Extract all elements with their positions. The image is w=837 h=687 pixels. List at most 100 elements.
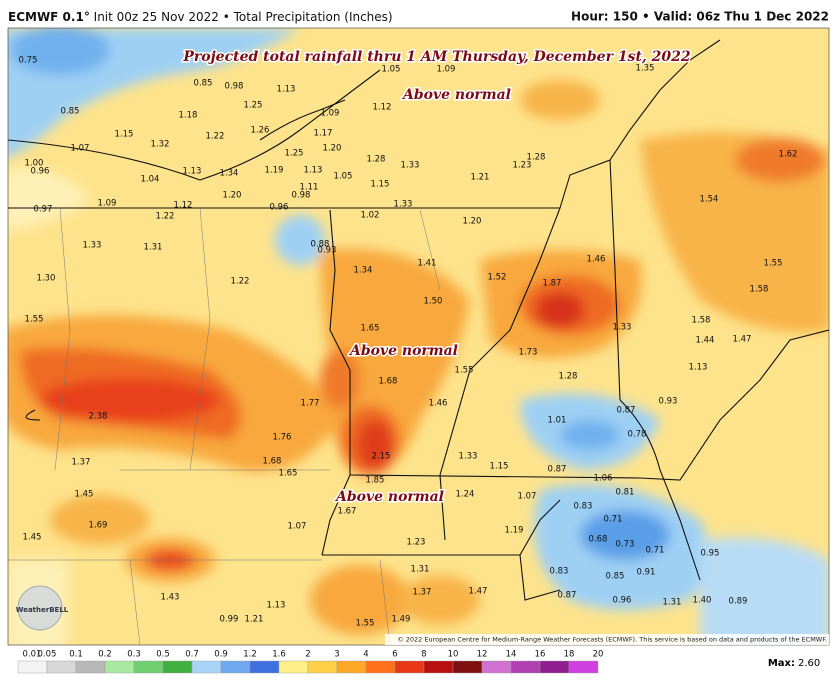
value-label: 1.49 (392, 615, 411, 625)
value-label: 0.85 (194, 79, 213, 89)
value-label: 1.58 (750, 285, 769, 295)
legend-cell (220, 660, 251, 674)
value-label: 1.68 (263, 457, 282, 467)
value-label: 0.96 (270, 203, 289, 213)
value-label: 1.62 (779, 150, 798, 160)
value-label: 0.89 (729, 597, 748, 607)
value-label: 1.65 (279, 469, 298, 479)
legend-tick-label: 18 (564, 650, 575, 660)
header-model: ECMWF 0.1° Init 00z 25 Nov 2022 • Total … (8, 10, 393, 24)
value-labels: 0.75 0.85 0.98 1.13 0.85 1.18 1.25 1.09 1.12 1.15… (19, 56, 798, 629)
value-label: 0.81 (616, 488, 635, 498)
legend-cell (75, 660, 106, 674)
legend-cell (568, 660, 599, 674)
value-label: 1.06 (594, 474, 613, 484)
value-label: 0.83 (550, 567, 569, 577)
value-label: 1.41 (418, 259, 437, 269)
value-label: 1.17 (314, 129, 333, 139)
value-label: 1.85 (366, 476, 385, 486)
legend-tick-label: 6 (392, 650, 397, 660)
value-label: 1.77 (301, 399, 320, 409)
value-label: 1.15 (371, 180, 390, 190)
value-label: 1.68 (379, 377, 398, 387)
legend-cell (133, 660, 164, 674)
value-label: 1.37 (413, 588, 432, 598)
value-label: 1.13 (689, 363, 708, 373)
legend-tick-label: 0.7 (185, 650, 199, 660)
value-label: 0.71 (604, 515, 623, 525)
value-label: 1.55 (455, 366, 474, 376)
legend-cell (104, 660, 135, 674)
value-label: 1.01 (548, 416, 567, 426)
legend-cell (191, 660, 222, 674)
value-label: 1.33 (613, 323, 632, 333)
legend-cell (336, 660, 367, 674)
value-label: 1.13 (183, 167, 202, 177)
value-label: 1.34 (354, 266, 373, 276)
value-label: 1.37 (72, 458, 91, 468)
legend-cell (481, 660, 512, 674)
value-label: 1.22 (231, 277, 250, 287)
value-label: 1.04 (141, 175, 160, 185)
value-label: 1.44 (696, 336, 715, 346)
value-label: 0.96 (613, 596, 632, 606)
value-label: 0.87 (548, 465, 567, 475)
value-label: 1.20 (463, 217, 482, 227)
value-label: 0.75 (19, 56, 38, 66)
value-label: 1.65 (361, 324, 380, 334)
logo: WeatherBELL (16, 585, 69, 631)
legend-tick-label: 14 (506, 650, 517, 660)
value-label: 0.85 (61, 107, 80, 117)
value-label: 1.31 (411, 565, 430, 575)
legend-tick-label: 0.9 (214, 650, 228, 660)
value-label: 1.30 (37, 274, 56, 284)
legend-tick-label: 0.05 (38, 650, 57, 660)
value-label: 1.87 (543, 279, 562, 289)
legend-tick-label: 2 (305, 650, 310, 660)
value-label: 1.33 (83, 241, 102, 251)
legend: 0.010.05 0.1 0.2 0.3 0.5 0.7 0.9 1.2 1.6 2 3 4 6 8 10 1… (17, 650, 604, 674)
value-label: 1.19 (265, 166, 284, 176)
value-label: 1.45 (23, 533, 42, 543)
value-label: 1.02 (361, 211, 380, 221)
value-label: 1.67 (338, 507, 357, 517)
value-label: 1.22 (156, 212, 175, 222)
value-label: 1.00 (25, 159, 44, 169)
value-label: 1.55 (764, 259, 783, 269)
value-label: 1.25 (285, 149, 304, 159)
value-label: 2.38 (89, 412, 108, 422)
value-label: 1.25 (244, 101, 263, 111)
legend-tick-label: 1.6 (272, 650, 286, 660)
value-label: 1.23 (407, 538, 426, 548)
legend-tick-label: 0.01 (23, 650, 42, 660)
legend-tick-label: 20 (593, 650, 604, 660)
legend-cell (452, 660, 483, 674)
value-label: 0.88 (311, 240, 330, 250)
legend-tick-label: 1.2 (243, 650, 257, 660)
value-label: 1.76 (273, 433, 292, 443)
value-label: 1.20 (323, 144, 342, 154)
annotation: Above normal (348, 343, 458, 359)
value-label: 1.33 (459, 452, 478, 462)
credit: © 2022 European Centre for Medium-Range … (397, 636, 827, 644)
value-label: 1.07 (288, 522, 307, 532)
value-label: 1.43 (161, 593, 180, 603)
value-label: 1.21 (471, 173, 490, 183)
legend-tick-label: 4 (363, 650, 368, 660)
value-label: 1.32 (151, 140, 170, 150)
legend-tick-label: 16 (535, 650, 546, 660)
value-label: 1.58 (692, 316, 711, 326)
value-label: 1.34 (220, 169, 239, 179)
value-label: 0.73 (616, 540, 635, 550)
legend-cell (17, 660, 48, 674)
value-label: 1.19 (505, 526, 524, 536)
value-label: 1.22 (206, 132, 225, 142)
value-label: 1.12 (174, 201, 193, 211)
value-label: 1.28 (559, 372, 578, 382)
value-label: 1.09 (321, 109, 340, 119)
map (8, 28, 829, 645)
value-label: 1.46 (587, 255, 606, 265)
value-label: 1.05 (334, 172, 353, 182)
value-label: 1.09 (98, 199, 117, 209)
value-label: 1.18 (179, 111, 198, 121)
